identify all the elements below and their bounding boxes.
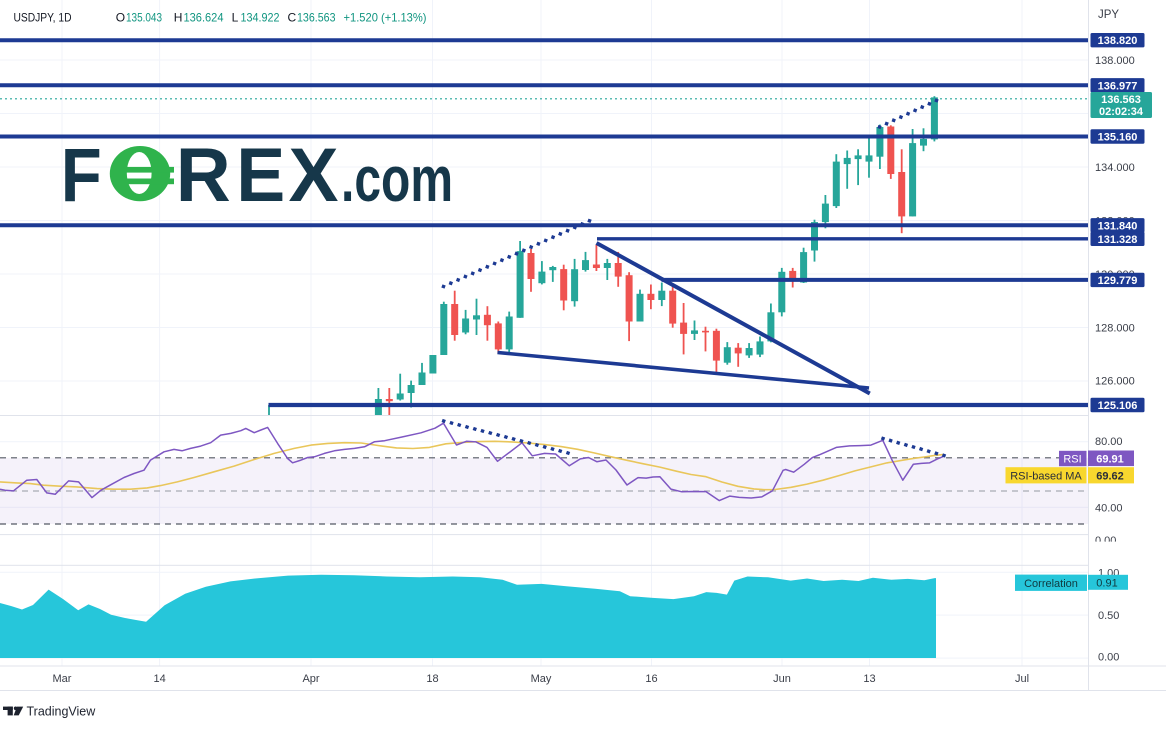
svg-text:Jun: Jun — [773, 673, 791, 685]
svg-text:0.91: 0.91 — [1096, 578, 1117, 590]
svg-text:0.50: 0.50 — [1098, 610, 1119, 622]
svg-text:134.922: 134.922 — [241, 10, 280, 24]
svg-text:X: X — [289, 133, 339, 218]
svg-text:0.00: 0.00 — [1095, 535, 1116, 547]
svg-text:Apr: Apr — [302, 673, 319, 685]
svg-text:129.779: 129.779 — [1098, 275, 1138, 287]
svg-text:RSI: RSI — [1063, 454, 1081, 466]
svg-text:138.000: 138.000 — [1095, 55, 1135, 67]
svg-text:Jul: Jul — [1015, 673, 1029, 685]
svg-text:JPY: JPY — [1098, 9, 1119, 21]
svg-text:0.00: 0.00 — [1098, 651, 1119, 663]
svg-text:C: C — [288, 10, 297, 24]
svg-text:L: L — [232, 10, 239, 24]
svg-text:May: May — [531, 673, 552, 685]
svg-text:80.00: 80.00 — [1095, 436, 1123, 448]
svg-text:135.043: 135.043 — [126, 10, 162, 24]
svg-text:128.000: 128.000 — [1095, 323, 1135, 335]
svg-text:138.820: 138.820 — [1098, 35, 1138, 47]
svg-text:40.00: 40.00 — [1095, 502, 1123, 514]
svg-text:16: 16 — [645, 673, 657, 685]
svg-text:R: R — [176, 133, 231, 218]
svg-text:69.91: 69.91 — [1096, 454, 1124, 466]
svg-text:Correlation: Correlation — [1024, 578, 1078, 590]
svg-text:Mar: Mar — [53, 673, 72, 685]
svg-text:18: 18 — [426, 673, 438, 685]
svg-text:02:02:34: 02:02:34 — [1099, 106, 1144, 118]
svg-text:E: E — [236, 133, 285, 218]
svg-text:RSI-based MA: RSI-based MA — [1010, 471, 1082, 483]
svg-text:126.000: 126.000 — [1095, 376, 1135, 388]
svg-text:TradingView: TradingView — [27, 705, 97, 719]
svg-text:F: F — [61, 133, 102, 218]
svg-text:136.624: 136.624 — [184, 10, 224, 24]
svg-text:125.106: 125.106 — [1098, 400, 1138, 412]
svg-text:135.160: 135.160 — [1098, 132, 1138, 144]
svg-text:O: O — [116, 10, 125, 24]
svg-text:134.000: 134.000 — [1095, 162, 1135, 174]
svg-text:H: H — [174, 10, 183, 24]
svg-text:136.563: 136.563 — [1101, 94, 1141, 106]
svg-text:136.563: 136.563 — [297, 10, 336, 24]
svg-text:69.62: 69.62 — [1096, 471, 1124, 483]
svg-text:14: 14 — [153, 673, 165, 685]
svg-text:+1.520 (+1.13%): +1.520 (+1.13%) — [344, 10, 427, 24]
svg-text:13: 13 — [863, 673, 875, 685]
svg-text:136.977: 136.977 — [1098, 80, 1138, 92]
svg-text:USDJPY, 1D: USDJPY, 1D — [14, 10, 72, 24]
svg-text:131.840: 131.840 — [1098, 220, 1138, 232]
svg-text:131.328: 131.328 — [1098, 234, 1138, 246]
svg-text:.com: .com — [341, 143, 453, 215]
